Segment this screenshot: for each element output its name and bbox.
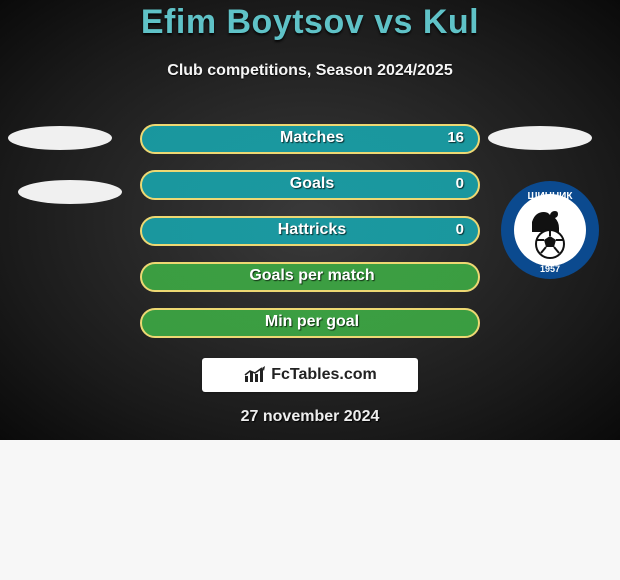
stat-label: Goals per match (142, 267, 482, 285)
crest-ball-icon (536, 230, 564, 258)
club-crest: ШИННИК 1957 (500, 180, 600, 280)
source-badge-text: FcTables.com (271, 366, 377, 384)
chart-icon (243, 366, 265, 384)
crest-top-text: ШИННИК (528, 191, 574, 202)
player-photo-placeholder (8, 126, 112, 150)
season-subtitle: Club competitions, Season 2024/2025 (0, 62, 620, 80)
stat-row-matches: Matches16 (140, 124, 480, 154)
player-photo-placeholder (488, 126, 592, 150)
stat-value-right: 16 (447, 129, 464, 146)
page-title: Efim Boytsov vs Kul (0, 3, 620, 42)
stat-label: Matches (142, 129, 482, 147)
stat-row-hattricks: Hattricks0 (140, 216, 480, 246)
source-badge[interactable]: FcTables.com (202, 358, 418, 392)
stat-row-goals-per-match: Goals per match (140, 262, 480, 292)
stat-value-right: 0 (456, 221, 464, 238)
player-photo-placeholder (18, 180, 122, 204)
stat-label: Hattricks (142, 221, 482, 239)
stat-label: Goals (142, 175, 482, 193)
stat-row-min-per-goal: Min per goal (140, 308, 480, 338)
stat-row-goals: Goals0 (140, 170, 480, 200)
snapshot-date: 27 november 2024 (0, 408, 620, 426)
stat-label: Min per goal (142, 313, 482, 331)
crest-year: 1957 (540, 264, 560, 274)
stat-value-right: 0 (456, 175, 464, 192)
